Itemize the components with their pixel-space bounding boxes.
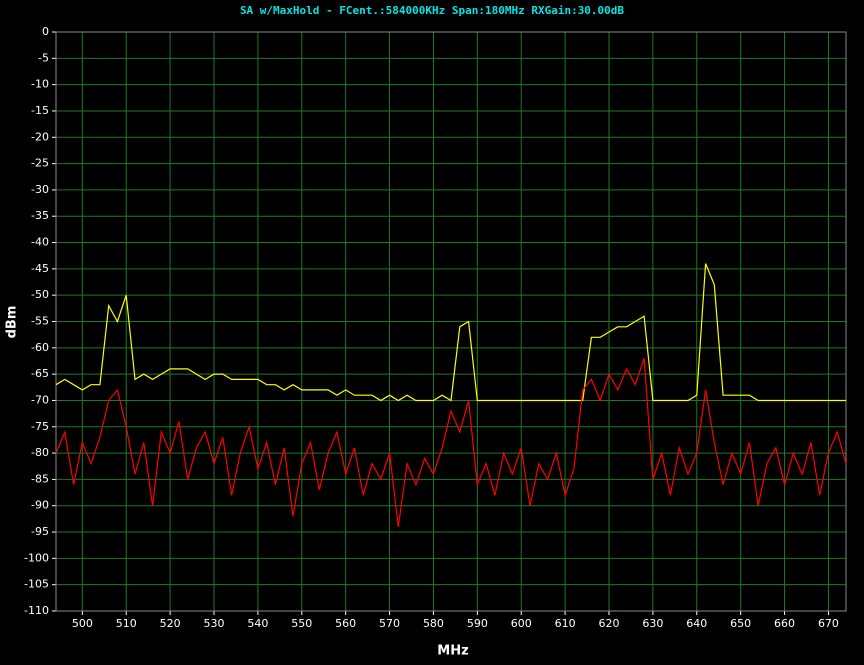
y-tick-label: -105 (24, 578, 49, 591)
series-line (55, 358, 847, 527)
x-tick-label: 650 (730, 617, 751, 630)
x-tick-label: 640 (686, 617, 707, 630)
x-tick-label: 590 (467, 617, 488, 630)
x-tick-label: 660 (774, 617, 795, 630)
x-tick-label: 550 (291, 617, 312, 630)
y-tick-label: -45 (31, 262, 49, 275)
x-tick-label: 630 (642, 617, 663, 630)
x-axis-title: MHz (437, 644, 468, 659)
y-tick-label: -20 (31, 130, 49, 143)
x-tick-label: 610 (555, 617, 576, 630)
y-tick-label: -25 (31, 157, 49, 170)
y-tick-label: -85 (31, 472, 49, 485)
x-tick-label: 620 (599, 617, 620, 630)
y-tick-label: -75 (31, 420, 49, 433)
x-tick-label: 560 (335, 617, 356, 630)
x-tick-label: 670 (818, 617, 839, 630)
y-tick-label: -10 (31, 78, 49, 91)
x-tick-label: 530 (204, 617, 225, 630)
y-tick-label: -80 (31, 446, 49, 459)
y-tick-label: -5 (38, 51, 49, 64)
y-tick-label: -100 (24, 551, 49, 564)
x-tick-label: 570 (379, 617, 400, 630)
y-tick-label: -65 (31, 367, 49, 380)
x-tick-label: 580 (423, 617, 444, 630)
chart-title: SA w/MaxHold - FCent.:584000KHz Span:180… (240, 4, 624, 17)
y-tick-label: -95 (31, 525, 49, 538)
x-tick-label: 600 (511, 617, 532, 630)
x-tick-label: 520 (160, 617, 181, 630)
y-tick-label: -50 (31, 288, 49, 301)
y-tick-label: -70 (31, 393, 49, 406)
x-tick-label: 500 (72, 617, 93, 630)
y-tick-label: -55 (31, 315, 49, 328)
y-tick-label: -40 (31, 236, 49, 249)
series-line (55, 263, 846, 402)
y-tick-label: -60 (31, 341, 49, 354)
y-tick-label: -110 (24, 604, 49, 617)
plot-frame (55, 31, 847, 612)
y-tick-label: -30 (31, 183, 49, 196)
x-tick-label: 540 (247, 617, 268, 630)
y-tick-label: -90 (31, 499, 49, 512)
y-tick-label: -35 (31, 209, 49, 222)
y-tick-label: 0 (42, 25, 49, 38)
y-tick-label: -15 (31, 104, 49, 117)
x-tick-label: 510 (116, 617, 137, 630)
y-axis-title: dBm (5, 306, 20, 339)
